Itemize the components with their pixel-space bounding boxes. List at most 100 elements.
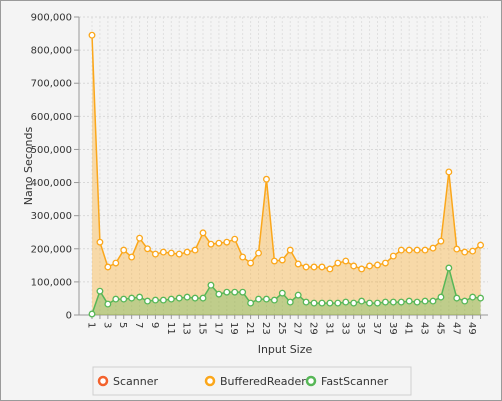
data-point <box>112 259 120 267</box>
data-point <box>405 246 413 254</box>
data-point <box>445 168 453 176</box>
data-point <box>318 299 326 307</box>
data-point <box>397 298 405 306</box>
data-point <box>270 296 278 304</box>
x-tick-label: 25 <box>276 322 287 335</box>
data-point <box>159 296 167 304</box>
x-tick-label: 17 <box>212 322 223 335</box>
data-point <box>461 297 469 305</box>
data-point <box>207 240 215 248</box>
y-tick-label: 400,000 <box>31 178 72 189</box>
data-point <box>255 249 262 257</box>
data-point <box>294 260 302 268</box>
legend-label: BufferedReader <box>220 375 306 388</box>
data-point <box>302 298 310 306</box>
x-tick-label: 13 <box>181 322 192 335</box>
x-tick-label: 21 <box>244 322 255 335</box>
data-point <box>429 297 437 305</box>
x-tick-label: 31 <box>323 322 334 335</box>
data-point <box>183 293 191 301</box>
x-tick-label: 19 <box>228 322 239 335</box>
data-point <box>128 294 136 302</box>
y-axis-label: Nano Seconds <box>22 127 35 206</box>
data-point <box>191 294 199 302</box>
data-point <box>334 299 342 307</box>
legend-swatch <box>305 375 317 387</box>
area-fill <box>92 35 481 315</box>
legend-swatch <box>204 375 216 387</box>
legend-label: FastScanner <box>321 375 389 388</box>
y-tick-label: 300,000 <box>31 211 72 222</box>
x-axis-label: Input Size <box>258 343 313 356</box>
data-point <box>374 299 381 307</box>
data-point <box>183 248 191 256</box>
x-tick-label: 29 <box>308 322 319 335</box>
y-tick-label: 600,000 <box>31 112 72 123</box>
data-point <box>326 299 334 307</box>
data-point <box>104 263 112 271</box>
data-point <box>350 299 358 307</box>
data-point <box>120 295 128 303</box>
data-point <box>120 246 128 254</box>
data-point <box>429 244 437 252</box>
legend-box <box>92 366 412 396</box>
data-point <box>112 295 120 303</box>
data-point <box>326 265 334 273</box>
data-point <box>286 246 294 254</box>
data-point <box>191 246 199 254</box>
x-tick-label: 41 <box>403 322 414 335</box>
legend-swatch <box>97 375 109 387</box>
data-point <box>96 287 104 295</box>
y-tick-label: 700,000 <box>31 79 72 90</box>
x-tick-label: 47 <box>450 322 461 335</box>
data-point <box>381 259 389 267</box>
data-point <box>286 298 294 306</box>
data-point <box>437 237 445 245</box>
data-point <box>263 175 270 183</box>
data-point <box>437 293 445 301</box>
y-tick-label: 900,000 <box>31 13 72 24</box>
x-tick-label: 23 <box>260 322 271 335</box>
data-point <box>334 259 342 267</box>
data-point <box>151 296 159 304</box>
x-tick-label: 49 <box>466 322 477 335</box>
x-tick-label: 43 <box>419 322 430 335</box>
data-point <box>389 252 397 260</box>
data-point <box>453 245 461 253</box>
data-point <box>469 247 477 255</box>
data-point <box>144 245 151 253</box>
data-point <box>247 259 255 267</box>
data-point <box>469 293 477 301</box>
x-tick-label: 11 <box>165 322 176 335</box>
data-point <box>302 263 310 271</box>
x-tick-label: 3 <box>101 322 112 328</box>
data-point <box>136 234 144 242</box>
data-point <box>88 31 96 39</box>
data-point <box>421 246 429 254</box>
y-tick-label: 0 <box>66 311 72 322</box>
data-point <box>278 256 286 264</box>
data-point <box>270 257 278 265</box>
data-point <box>477 294 485 302</box>
data-point <box>263 295 270 303</box>
x-tick-label: 15 <box>197 322 208 335</box>
x-tick-label: 35 <box>355 322 366 335</box>
data-point <box>175 250 183 258</box>
data-point <box>159 248 167 256</box>
x-tick-label: 1 <box>86 322 97 328</box>
data-point <box>421 297 429 305</box>
y-tick-label: 500,000 <box>31 145 72 156</box>
data-point <box>215 290 223 298</box>
data-point <box>413 246 421 254</box>
data-point <box>350 262 358 270</box>
data-point <box>366 262 373 270</box>
x-tick-label: 33 <box>339 322 350 335</box>
data-point <box>358 265 366 273</box>
data-point <box>247 299 255 307</box>
y-tick-label: 200,000 <box>31 244 72 255</box>
data-point <box>96 238 104 246</box>
data-point <box>215 239 223 247</box>
data-point <box>144 297 151 305</box>
